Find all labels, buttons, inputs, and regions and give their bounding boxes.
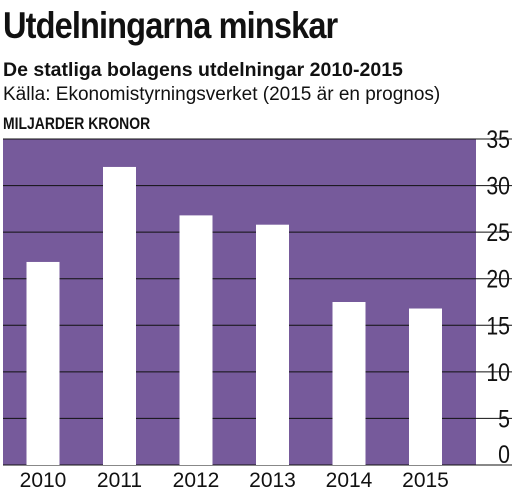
y-tick-label: 30 bbox=[486, 172, 510, 200]
y-tick-label: 15 bbox=[486, 312, 510, 340]
chart-title: Utdelningarna minskar bbox=[3, 5, 338, 46]
x-tick-label-2015: 2015 bbox=[402, 469, 449, 492]
x-tick-label-2013: 2013 bbox=[249, 469, 296, 492]
y-tick-label: 20 bbox=[486, 265, 510, 293]
bar-2013 bbox=[256, 224, 289, 465]
x-tick-label-2010: 2010 bbox=[20, 469, 67, 492]
bar-2012 bbox=[179, 215, 213, 465]
source-note: Källa: Ekonomistyrningsverket (2015 är e… bbox=[3, 84, 441, 105]
x-tick-label-2012: 2012 bbox=[173, 469, 220, 492]
x-tick-label-2014: 2014 bbox=[326, 469, 373, 492]
y-tick-label: 5 bbox=[498, 405, 510, 433]
bars bbox=[26, 166, 442, 465]
chart-subtitle: De statliga bolagens utdelningar 2010-20… bbox=[3, 59, 403, 81]
y-tick-label: 25 bbox=[486, 219, 510, 247]
plot-background bbox=[3, 139, 476, 465]
y-axis-unit-label: MILJARDER KRONOR bbox=[3, 114, 151, 133]
y-axis-labels: 0 5 10 15 20 25 30 35 bbox=[486, 125, 510, 468]
bar-2011 bbox=[103, 166, 136, 465]
y-tick-label: 10 bbox=[486, 358, 510, 386]
bar-2010 bbox=[26, 261, 60, 465]
x-axis-labels: 2010 2011 2012 2013 2014 2015 bbox=[20, 469, 449, 492]
bar-2015 bbox=[409, 308, 442, 465]
bar-2014 bbox=[332, 302, 366, 465]
y-tick-label: 35 bbox=[486, 125, 510, 153]
y-tick-label: 0 bbox=[498, 440, 510, 468]
x-tick-label-2011: 2011 bbox=[97, 469, 142, 492]
